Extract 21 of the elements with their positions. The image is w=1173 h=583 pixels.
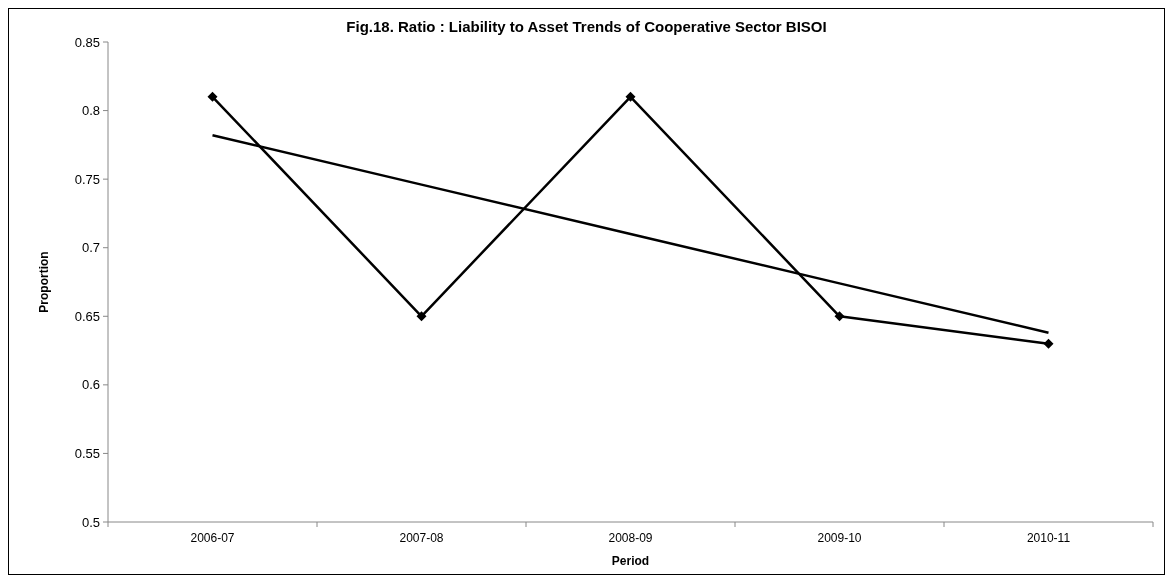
y-tick-label: 0.65 bbox=[74, 308, 100, 324]
x-tick-label: 2008-09 bbox=[608, 531, 653, 545]
x-tick-label: 2010-11 bbox=[1026, 531, 1071, 545]
chart-title: Fig.18. Ratio : Liability to Asset Trends of Cooperative Sector BISOI bbox=[346, 18, 827, 35]
y-axis-title: Proportion bbox=[37, 251, 51, 313]
y-tick-label: 0.7 bbox=[81, 240, 100, 256]
x-axis-title: Period bbox=[611, 554, 650, 568]
point bbox=[834, 311, 845, 322]
y-tick-label: 0.75 bbox=[74, 171, 100, 187]
point bbox=[1043, 338, 1054, 349]
y-tick-label: 0.6 bbox=[81, 377, 100, 393]
point bbox=[625, 91, 636, 102]
x-tick-label: 2006-07 bbox=[190, 531, 235, 545]
point bbox=[207, 91, 218, 102]
point bbox=[416, 311, 427, 322]
x-tick-label: 2009-10 bbox=[817, 531, 862, 545]
y-tick-label: 0.8 bbox=[81, 103, 100, 119]
x-tick-label: 2007-08 bbox=[399, 531, 444, 545]
y-tick-label: 0.5 bbox=[81, 514, 100, 530]
y-tick-label: 0.85 bbox=[74, 34, 100, 50]
y-tick-label: 0.55 bbox=[74, 445, 100, 461]
